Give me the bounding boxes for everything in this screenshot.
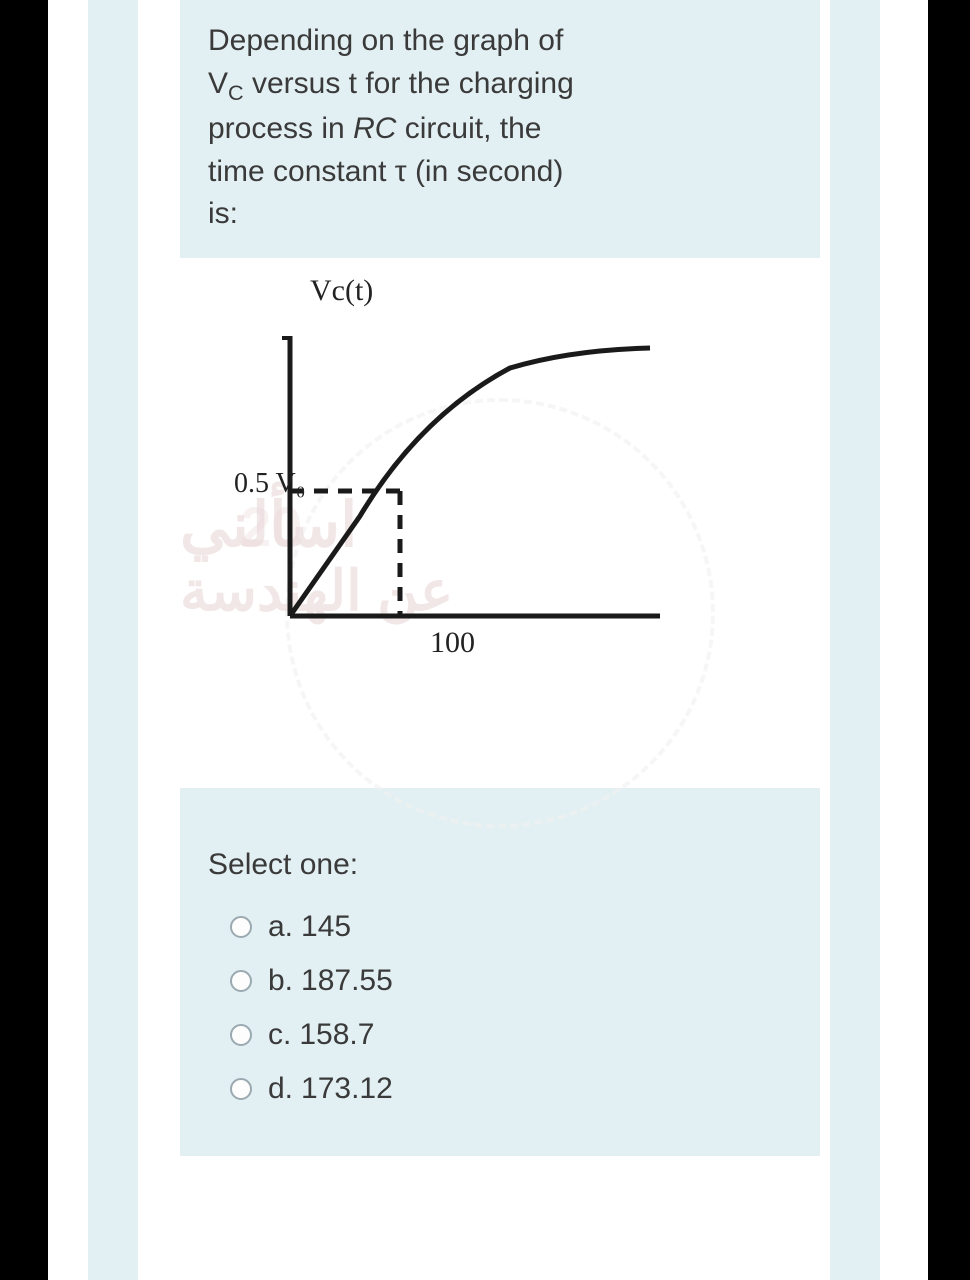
question-line: is: (208, 193, 792, 236)
option-letter: a. (268, 910, 293, 944)
question-line: process in RC circuit, the (208, 108, 792, 151)
text: V (208, 67, 228, 100)
option-value: 187.55 (301, 964, 393, 998)
y-half-label: 0.5 V₀ (234, 468, 305, 500)
option-value: 158.7 (299, 1018, 374, 1052)
radio-icon[interactable] (230, 916, 252, 938)
radio-icon[interactable] (230, 970, 252, 992)
text: circuit, the (396, 112, 541, 145)
option-value: 173.12 (301, 1072, 393, 1106)
charging-curve (290, 348, 650, 616)
option-c[interactable]: c. 158.7 (208, 1008, 792, 1062)
rc-charging-chart (280, 316, 720, 676)
option-letter: d. (268, 1072, 293, 1106)
option-a[interactable]: a. 145 (208, 900, 792, 954)
x-tick-label: 100 (430, 626, 475, 660)
question-line: VC versus t for the charging (208, 63, 792, 109)
question-text-block: Depending on the graph of VC versus t fo… (180, 0, 820, 258)
content-column: Depending on the graph of VC versus t fo… (180, 0, 820, 1280)
radio-icon[interactable] (230, 1078, 252, 1100)
option-d[interactable]: d. 173.12 (208, 1062, 792, 1116)
italic-text: RC (353, 112, 396, 145)
chart-container: 20 اسألني عن الهندسة Vc(t) 0.5 V₀ (180, 258, 820, 788)
option-letter: b. (268, 964, 293, 998)
option-b[interactable]: b. 187.55 (208, 954, 792, 1008)
margin-strip-right (830, 0, 880, 1280)
subscript: C (228, 80, 244, 105)
option-value: 145 (301, 910, 351, 944)
select-one-label: Select one: (208, 848, 792, 882)
answers-block: Select one: a. 145 b. 187.55 c. 158.7 d.… (180, 788, 820, 1156)
text: process in (208, 112, 353, 145)
text: versus t for the charging (244, 67, 574, 100)
margin-strip-left (88, 0, 138, 1280)
y-axis-label: Vc(t) (220, 268, 780, 316)
question-line: time constant τ (in second) (208, 151, 792, 194)
question-line: Depending on the graph of (208, 20, 792, 63)
option-letter: c. (268, 1018, 291, 1052)
radio-icon[interactable] (230, 1024, 252, 1046)
